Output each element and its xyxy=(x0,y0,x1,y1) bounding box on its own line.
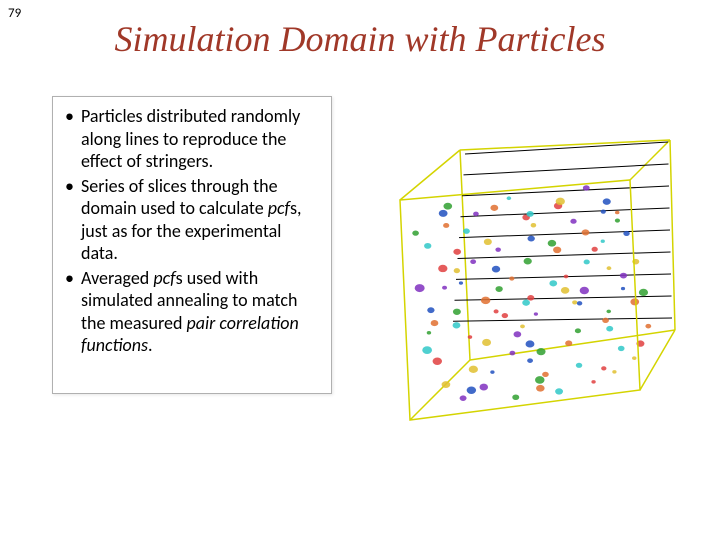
simulation-cube-figure xyxy=(360,120,690,440)
slide-title: Simulation Domain with Particles xyxy=(0,18,720,60)
bullet-list: Particles distributed randomly along lin… xyxy=(63,105,321,357)
bullet-list-container: Particles distributed randomly along lin… xyxy=(52,96,332,394)
bullet-item: Particles distributed randomly along lin… xyxy=(63,105,321,173)
bullet-item: Series of slices through the domain used… xyxy=(63,175,321,265)
bullet-item: Averaged pcfs used with simulated anneal… xyxy=(63,267,321,357)
